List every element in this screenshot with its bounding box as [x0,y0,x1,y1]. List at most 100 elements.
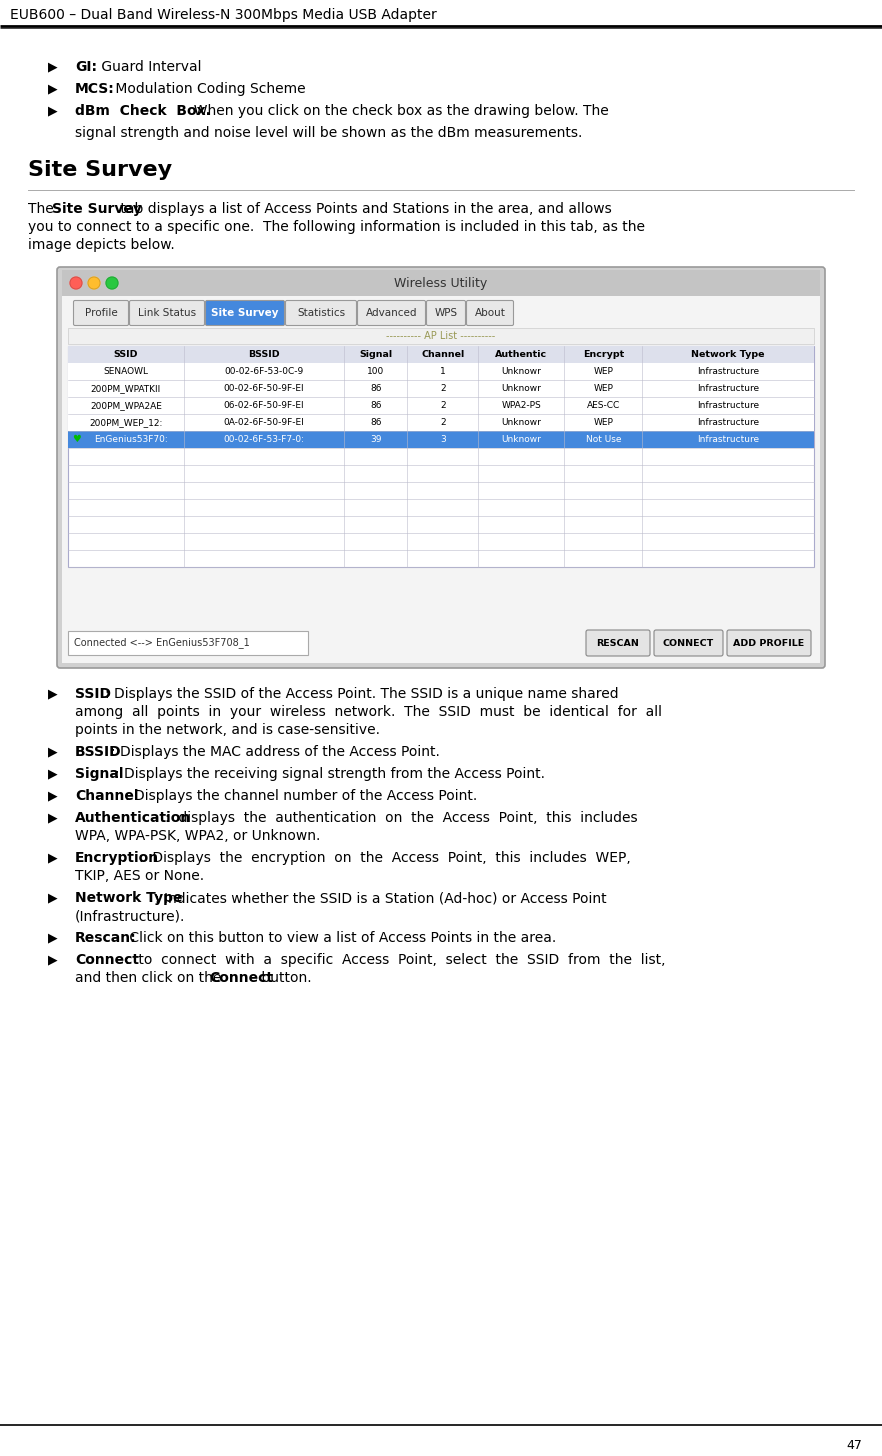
Text: 39: 39 [370,435,382,444]
Bar [68,380,814,397]
FancyBboxPatch shape [586,630,650,657]
Text: Unknowr: Unknowr [501,435,542,444]
Text: BSSID: BSSID [248,349,280,360]
FancyBboxPatch shape [654,630,723,657]
Text: you to connect to a specific one.  The following information is included in this: you to connect to a specific one. The fo… [28,220,645,234]
Text: :  to  connect  with  a  specific  Access  Point,  select  the  SSID  from  the : : to connect with a specific Access Poin… [125,954,666,967]
Text: SSID: SSID [114,349,138,360]
Text: 0A-02-6F-50-9F-EI: 0A-02-6F-50-9F-EI [223,418,304,427]
Text: The: The [28,202,58,215]
Text: 86: 86 [370,418,382,427]
Text: Infrastructure: Infrastructure [697,367,759,376]
Text: Network Type: Network Type [691,349,765,360]
Bar [68,328,814,344]
FancyBboxPatch shape [357,300,425,326]
Text: tab displays a list of Access Points and Stations in the area, and allows: tab displays a list of Access Points and… [116,202,612,215]
Text: 200PM_WPA2AE: 200PM_WPA2AE [90,400,161,411]
Text: 86: 86 [370,400,382,411]
Text: GI:: GI: [75,60,97,74]
Text: among  all  points  in  your  wireless  network.  The  SSID  must  be  identical: among all points in your wireless networ… [75,705,662,719]
Text: EnGenius53F70:: EnGenius53F70: [94,435,168,444]
Text: About: About [475,309,505,317]
Text: WEP: WEP [594,418,613,427]
Text: 2: 2 [440,400,445,411]
Text: Infrastructure: Infrastructure [697,418,759,427]
Text: ADD PROFILE: ADD PROFILE [733,639,804,648]
Text: and then click on the: and then click on the [75,971,226,986]
Text: RESCAN: RESCAN [596,639,639,648]
Text: When you click on the check box as the drawing below. The: When you click on the check box as the d… [185,103,609,118]
FancyBboxPatch shape [57,266,825,668]
Bar [68,397,814,414]
Text: Infrastructure: Infrastructure [697,400,759,411]
FancyBboxPatch shape [467,300,513,326]
Text: 86: 86 [370,384,382,393]
FancyBboxPatch shape [206,300,285,326]
Text: Rescan:: Rescan: [75,930,137,945]
Text: ▶: ▶ [48,811,57,824]
Text: ▶: ▶ [48,789,57,802]
Text: WEP: WEP [594,384,613,393]
Text: Authentication: Authentication [75,811,191,826]
Text: SENAOWL: SENAOWL [103,367,148,376]
Text: 47: 47 [846,1439,862,1452]
Text: points in the network, and is case-sensitive.: points in the network, and is case-sensi… [75,724,380,737]
Text: 00-02-6F-53-0C-9: 00-02-6F-53-0C-9 [224,367,303,376]
Text: 06-02-6F-50-9F-EI: 06-02-6F-50-9F-EI [223,400,304,411]
Text: Authentic: Authentic [495,349,547,360]
Text: Statistics: Statistics [297,309,345,317]
Text: Modulation Coding Scheme: Modulation Coding Scheme [111,82,306,96]
Text: ▶: ▶ [48,60,57,73]
Text: : Indicates whether the SSID is a Station (Ad-hoc) or Access Point: : Indicates whether the SSID is a Statio… [155,891,607,906]
Text: : Displays the receiving signal strength from the Access Point.: : Displays the receiving signal strength… [115,767,545,780]
Text: Unknowr: Unknowr [501,367,542,376]
Text: 100: 100 [367,367,385,376]
Bar [68,414,814,431]
Bar [62,296,820,662]
Text: ▶: ▶ [48,82,57,95]
Text: ▶: ▶ [48,850,57,863]
Text: CONNECT: CONNECT [663,639,714,648]
Text: Signal: Signal [75,767,123,780]
Text: 00-02-6F-50-9F-EI: 00-02-6F-50-9F-EI [223,384,304,393]
Text: (Infrastructure).: (Infrastructure). [75,909,185,923]
Text: : Displays the channel number of the Access Point.: : Displays the channel number of the Acc… [125,789,477,804]
Bar [68,431,814,448]
Text: Click on this button to view a list of Access Points in the area.: Click on this button to view a list of A… [125,930,557,945]
FancyBboxPatch shape [727,630,811,657]
FancyBboxPatch shape [286,300,356,326]
Text: Encryption: Encryption [75,850,159,865]
Text: Connect: Connect [209,971,273,986]
Text: ---------- AP List ----------: ---------- AP List ---------- [386,331,496,341]
Text: Site Survey: Site Survey [52,202,142,215]
Text: WPA, WPA-PSK, WPA2, or Unknown.: WPA, WPA-PSK, WPA2, or Unknown. [75,828,320,843]
Text: Advanced: Advanced [366,309,417,317]
Text: ▶: ▶ [48,891,57,904]
FancyBboxPatch shape [427,300,466,326]
FancyBboxPatch shape [130,300,205,326]
Text: AES-CC: AES-CC [587,400,620,411]
Text: button.: button. [257,971,311,986]
Text: 200PM_WPATKII: 200PM_WPATKII [91,384,161,393]
Circle shape [106,277,118,288]
Text: Network Type: Network Type [75,891,183,906]
Text: Channel: Channel [75,789,138,804]
Text: Not Use: Not Use [586,435,621,444]
Text: signal strength and noise level will be shown as the dBm measurements.: signal strength and noise level will be … [75,127,582,140]
Text: 1: 1 [440,367,445,376]
Text: Connected <--> EnGenius53F708_1: Connected <--> EnGenius53F708_1 [74,638,250,648]
Text: Signal: Signal [359,349,392,360]
Text: ▶: ▶ [48,767,57,780]
Text: WPS: WPS [435,309,458,317]
Text: BSSID: BSSID [75,745,122,759]
Text: :  displays  the  authentication  on  the  Access  Point,  this  includes: : displays the authentication on the Acc… [165,811,638,826]
Text: ▶: ▶ [48,687,57,700]
Bar [68,347,814,566]
Bar [68,363,814,380]
Text: Site Survey: Site Survey [28,160,172,181]
Bar [68,630,308,655]
Text: EUB600 – Dual Band Wireless-N 300Mbps Media USB Adapter: EUB600 – Dual Band Wireless-N 300Mbps Me… [10,7,437,22]
Text: : Displays the SSID of the Access Point. The SSID is a unique name shared: : Displays the SSID of the Access Point.… [105,687,618,700]
Text: image depicts below.: image depicts below. [28,237,175,252]
Text: Unknowr: Unknowr [501,384,542,393]
